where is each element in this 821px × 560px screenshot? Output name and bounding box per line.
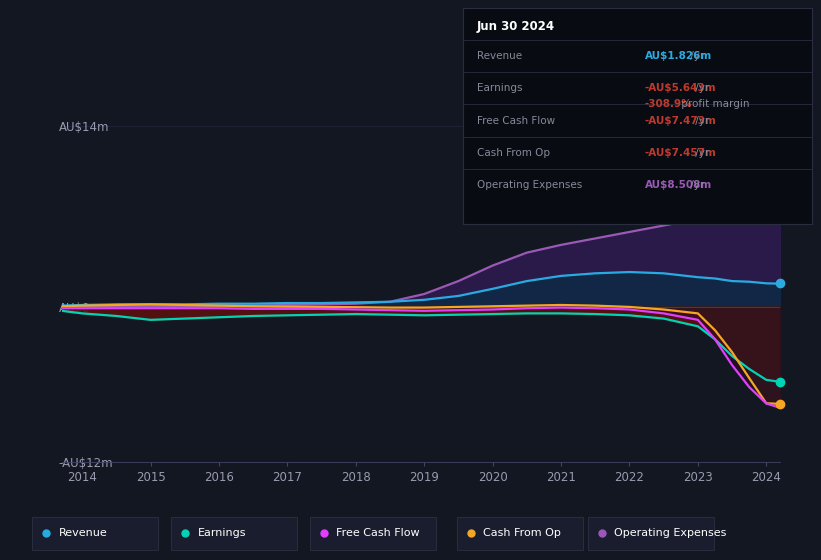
- Text: AU$1.826m: AU$1.826m: [644, 51, 712, 61]
- FancyBboxPatch shape: [32, 517, 158, 550]
- Text: -AU$7.473m: -AU$7.473m: [644, 115, 717, 125]
- Text: Revenue: Revenue: [477, 51, 522, 61]
- Text: /yr: /yr: [687, 180, 704, 190]
- Text: Revenue: Revenue: [58, 529, 108, 538]
- Text: Cash From Op: Cash From Op: [483, 529, 561, 538]
- FancyBboxPatch shape: [310, 517, 436, 550]
- Text: Cash From Op: Cash From Op: [477, 148, 550, 158]
- Text: Earnings: Earnings: [198, 529, 246, 538]
- Text: Free Cash Flow: Free Cash Flow: [337, 529, 420, 538]
- Text: /yr: /yr: [687, 51, 704, 61]
- Text: Jun 30 2024: Jun 30 2024: [477, 20, 555, 33]
- Text: /yr: /yr: [691, 115, 709, 125]
- Text: /yr: /yr: [691, 83, 709, 93]
- Text: Free Cash Flow: Free Cash Flow: [477, 115, 555, 125]
- Text: -AU$7.457m: -AU$7.457m: [644, 148, 717, 158]
- Text: Operating Expenses: Operating Expenses: [614, 529, 727, 538]
- Text: Operating Expenses: Operating Expenses: [477, 180, 582, 190]
- FancyBboxPatch shape: [172, 517, 297, 550]
- Text: -308.9%: -308.9%: [644, 99, 692, 109]
- FancyBboxPatch shape: [588, 517, 713, 550]
- Text: -AU$5.643m: -AU$5.643m: [644, 83, 716, 93]
- Text: AU$8.508m: AU$8.508m: [644, 180, 712, 190]
- FancyBboxPatch shape: [456, 517, 583, 550]
- Text: /yr: /yr: [691, 148, 709, 158]
- Text: Earnings: Earnings: [477, 83, 522, 93]
- Text: profit margin: profit margin: [678, 99, 750, 109]
